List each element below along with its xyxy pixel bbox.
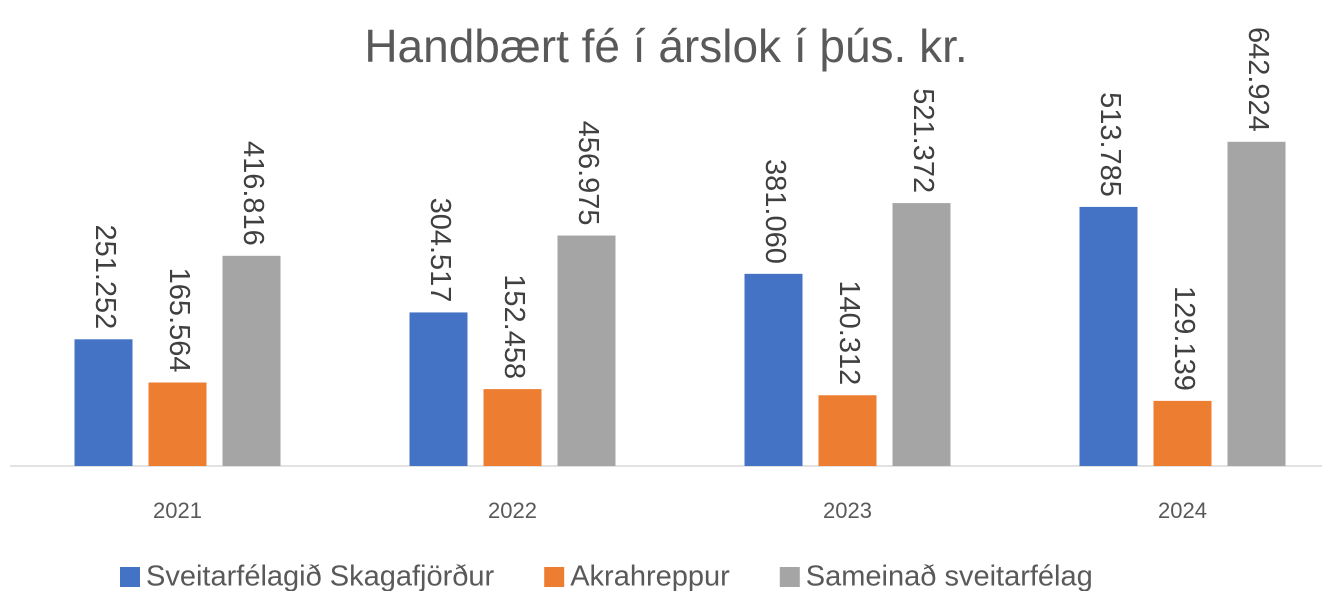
- bar: [222, 255, 281, 466]
- bar: [483, 389, 542, 466]
- bar: [1227, 141, 1286, 467]
- x-tick-label: 2021: [153, 498, 202, 523]
- legend-swatch: [779, 567, 800, 587]
- legend-swatch: [120, 567, 140, 587]
- bar: [74, 339, 133, 466]
- data-label: 456.975: [572, 121, 604, 226]
- chart-title: Handbært fé í árslok í þús. kr.: [364, 20, 967, 72]
- data-label: 381.060: [759, 159, 791, 264]
- legend-swatch: [544, 567, 565, 587]
- bar: [744, 273, 803, 466]
- legend-label: Sveitarfélagið Skagafjörður: [146, 561, 495, 591]
- legend-label: Sameinað sveitarfélag: [806, 561, 1093, 591]
- data-label: 165.564: [163, 268, 195, 373]
- bar: [409, 312, 468, 466]
- data-label: 152.458: [498, 274, 530, 379]
- bar: [148, 382, 207, 466]
- data-label: 416.816: [237, 141, 269, 246]
- bar: [1079, 206, 1138, 466]
- x-tick-label: 2022: [488, 498, 537, 523]
- data-label: 521.372: [907, 88, 939, 193]
- data-label: 140.312: [833, 280, 865, 385]
- bar: [892, 203, 951, 467]
- bar: [557, 235, 616, 466]
- data-label: 513.785: [1094, 92, 1126, 197]
- x-tick-label: 2023: [823, 498, 872, 523]
- data-label: 642.924: [1242, 27, 1274, 132]
- bar: [1153, 400, 1212, 466]
- data-label: 304.517: [424, 198, 456, 303]
- x-tick-label: 2024: [1158, 498, 1207, 523]
- legend-label: Akrahreppur: [570, 561, 730, 591]
- data-label: 251.252: [89, 224, 121, 329]
- bar: [818, 395, 877, 466]
- data-label: 129.139: [1168, 286, 1200, 391]
